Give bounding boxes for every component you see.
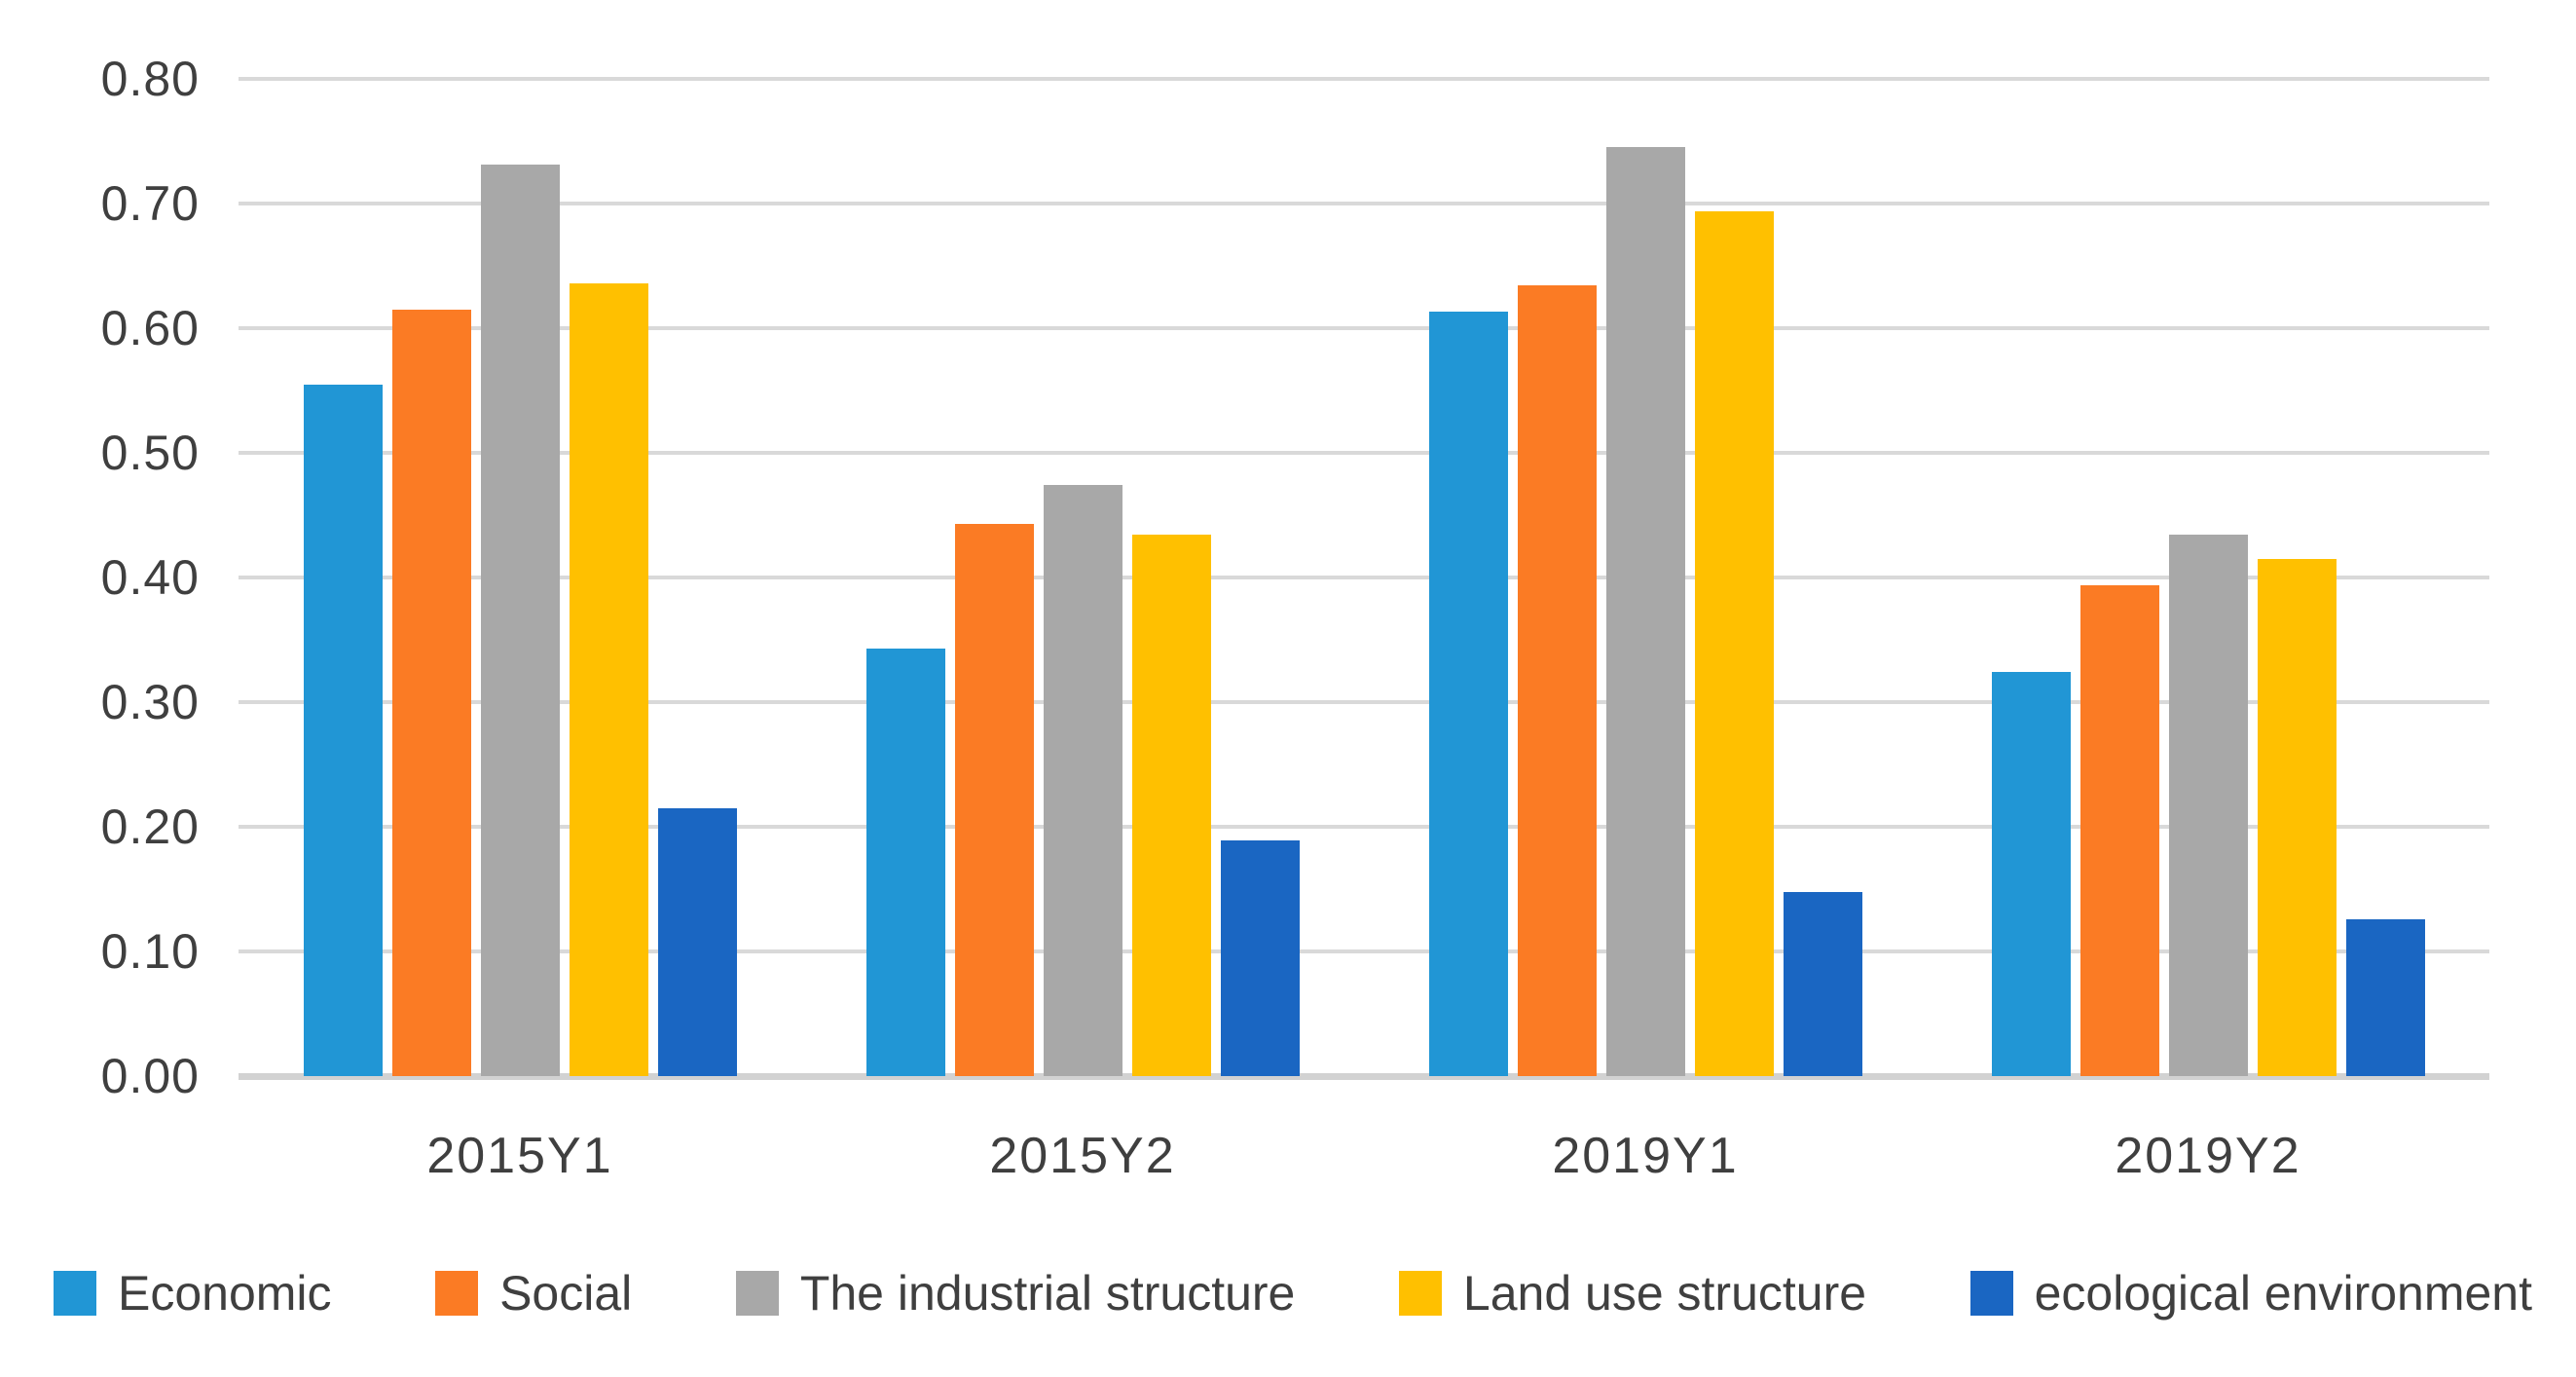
- bar-economic: [303, 384, 383, 1076]
- x-category-label: 2019Y2: [2115, 1128, 2301, 1184]
- y-tick-label: 0.30: [100, 675, 200, 729]
- bar-group-2019Y1: [1364, 79, 1927, 1076]
- bar-group-2015Y1: [239, 79, 801, 1076]
- y-tick-label: 0.10: [100, 924, 200, 979]
- bar-the-industrial-structure: [480, 165, 560, 1076]
- bar-land-use-structure: [1694, 210, 1774, 1076]
- legend-item-land-use-structure: Land use structure: [1398, 1265, 1867, 1321]
- bar-social: [954, 523, 1034, 1076]
- gridline: [239, 326, 2489, 330]
- x-category-label: 2015Y1: [426, 1128, 613, 1184]
- bar-group-2019Y2: [1927, 79, 2489, 1076]
- gridline: [239, 700, 2489, 704]
- legend-swatch-icon: [1969, 1271, 2013, 1316]
- legend: Economic Social The industrial structure La…: [54, 1249, 2532, 1337]
- x-category-label: 2019Y1: [1552, 1128, 1739, 1184]
- gridline: [239, 77, 2489, 81]
- bar-ecological-environment: [1220, 840, 1300, 1076]
- bar-group-2015Y2: [801, 79, 1364, 1076]
- bar-land-use-structure: [2257, 558, 2337, 1076]
- bar-social: [1517, 285, 1597, 1076]
- legend-item-economic: Economic: [54, 1265, 332, 1321]
- bar-the-industrial-structure: [1043, 485, 1122, 1076]
- y-tick-label: 0.80: [100, 52, 200, 106]
- legend-item-ecological-environment: ecological environment: [1969, 1265, 2532, 1321]
- gridline: [239, 202, 2489, 205]
- y-tick-label: 0.40: [100, 550, 200, 605]
- bar-land-use-structure: [1131, 535, 1211, 1076]
- legend-swatch-icon: [1398, 1271, 1442, 1316]
- legend-swatch-icon: [735, 1271, 779, 1316]
- bar-economic: [1428, 312, 1508, 1076]
- legend-label: Land use structure: [1462, 1266, 1867, 1321]
- bar-social: [391, 309, 471, 1076]
- bar-the-industrial-structure: [2168, 535, 2248, 1076]
- legend-swatch-icon: [54, 1271, 96, 1316]
- x-category-label: 2015Y2: [989, 1128, 1176, 1184]
- y-tick-label: 0.60: [100, 301, 200, 355]
- gridline: [239, 825, 2489, 829]
- bar-ecological-environment: [2345, 918, 2425, 1076]
- x-axis-line: [239, 1073, 2489, 1080]
- gridline: [239, 576, 2489, 579]
- legend-item-the-industrial-structure: The industrial structure: [735, 1265, 1296, 1321]
- y-tick-label: 0.50: [100, 426, 200, 480]
- y-tick-label: 0.00: [100, 1049, 200, 1103]
- y-tick-label: 0.20: [100, 800, 200, 854]
- bar-land-use-structure: [569, 282, 648, 1076]
- legend-swatch-icon: [435, 1271, 479, 1316]
- gridline: [239, 949, 2489, 953]
- bar-social: [2079, 584, 2159, 1076]
- bar-economic: [865, 648, 945, 1076]
- y-tick-label: 0.70: [100, 176, 200, 231]
- legend-label: Economic: [118, 1266, 332, 1321]
- legend-label: ecological environment: [2034, 1266, 2532, 1321]
- legend-label: Social: [499, 1266, 633, 1321]
- legend-item-social: Social: [435, 1265, 632, 1321]
- legend-label: The industrial structure: [799, 1266, 1296, 1321]
- bar-the-industrial-structure: [1605, 147, 1685, 1076]
- bar-ecological-environment: [657, 807, 737, 1076]
- gridline: [239, 451, 2489, 455]
- bar-economic: [1991, 672, 2071, 1076]
- bar-ecological-environment: [1783, 891, 1862, 1076]
